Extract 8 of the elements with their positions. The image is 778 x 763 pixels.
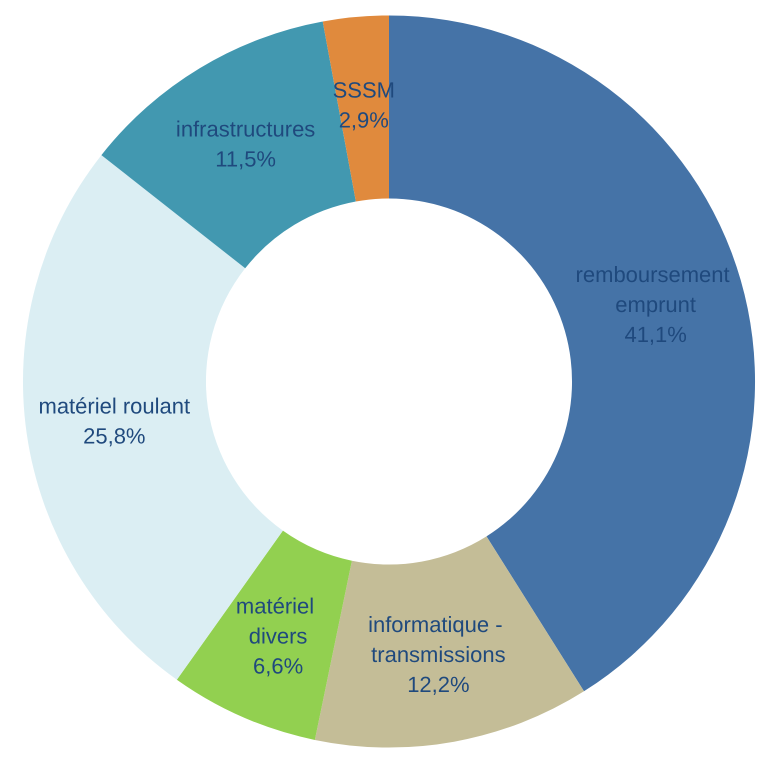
slice-label: infrastructures <box>176 116 316 142</box>
data-label: 6,6% <box>253 653 304 678</box>
slice-label: matériel divers <box>236 593 320 648</box>
slice-label: informatique - transmissions <box>368 612 509 668</box>
data-label: 25,8% <box>83 423 146 448</box>
data-label: 11,5% <box>215 146 276 172</box>
data-label: 12,2% <box>407 672 470 698</box>
slice-label: matériel roulant <box>38 393 190 418</box>
